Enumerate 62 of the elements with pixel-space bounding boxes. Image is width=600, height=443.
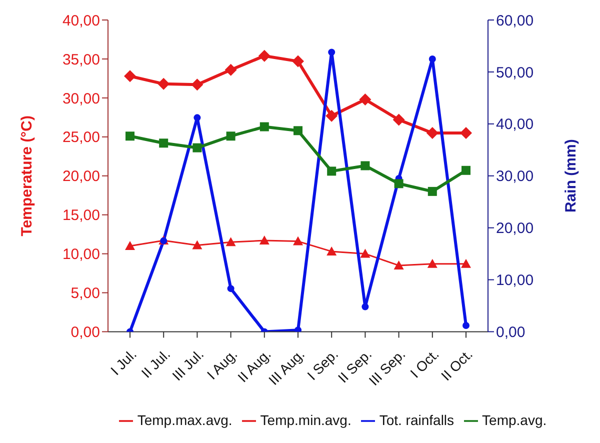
point xyxy=(259,236,270,245)
point xyxy=(126,132,134,141)
y-tick-label: 0,00 xyxy=(70,324,100,342)
y2-tick-label: 20,00 xyxy=(496,220,534,238)
point xyxy=(294,326,302,332)
y2-tick-label: 50,00 xyxy=(496,64,534,82)
point xyxy=(360,161,370,170)
y2-tick-label: 0,00 xyxy=(496,324,526,342)
y2-tick-label: 40,00 xyxy=(496,116,534,134)
point xyxy=(227,285,234,292)
point xyxy=(392,114,405,126)
point xyxy=(293,236,303,246)
point xyxy=(427,258,438,268)
legend-label: Temp.max.avg. xyxy=(137,412,232,428)
point xyxy=(192,240,202,250)
point xyxy=(328,48,336,56)
point xyxy=(326,110,338,122)
x-tick-label: I Jul. xyxy=(107,346,140,378)
point xyxy=(192,143,202,152)
point xyxy=(124,70,136,82)
y-tick-label: 20,00 xyxy=(62,168,100,186)
point xyxy=(125,240,135,250)
point xyxy=(359,93,372,106)
y2-tick-label: 60,00 xyxy=(496,12,534,30)
point xyxy=(158,78,170,90)
point xyxy=(460,126,472,139)
y-axis-title: Temperature (°C) xyxy=(18,115,36,236)
legend-label: Temp.avg. xyxy=(482,412,547,428)
point xyxy=(394,179,404,188)
point xyxy=(226,132,236,141)
point xyxy=(426,126,438,139)
point xyxy=(362,303,369,310)
point xyxy=(326,246,337,256)
y2-axis-title: Rain (mm) xyxy=(562,139,580,213)
point xyxy=(258,50,270,62)
legend-label: Tot. rainfalls xyxy=(379,412,454,428)
point xyxy=(360,248,370,258)
point xyxy=(194,114,201,122)
point xyxy=(462,166,470,175)
point xyxy=(461,258,471,268)
point xyxy=(292,55,304,68)
y2-tick-label: 10,00 xyxy=(496,272,534,290)
y-tick-label: 10,00 xyxy=(62,246,100,264)
y-tick-label: 5,00 xyxy=(70,285,100,302)
point xyxy=(260,122,269,132)
point xyxy=(226,237,236,246)
point xyxy=(224,64,237,76)
y-tick-label: 35,00 xyxy=(62,51,100,68)
point xyxy=(428,55,436,62)
point xyxy=(394,260,404,270)
y-tick-label: 15,00 xyxy=(62,207,100,224)
y-tick-label: 40,00 xyxy=(62,12,100,30)
point xyxy=(428,186,437,196)
point xyxy=(159,138,168,148)
point xyxy=(294,126,302,136)
point xyxy=(327,166,336,176)
y-tick-label: 30,00 xyxy=(62,90,100,108)
y-tick-label: 25,00 xyxy=(62,129,100,146)
point xyxy=(462,322,470,329)
legend-label: Temp.min.avg. xyxy=(260,412,352,428)
y2-tick-label: 30,00 xyxy=(496,168,534,186)
point xyxy=(191,78,204,91)
